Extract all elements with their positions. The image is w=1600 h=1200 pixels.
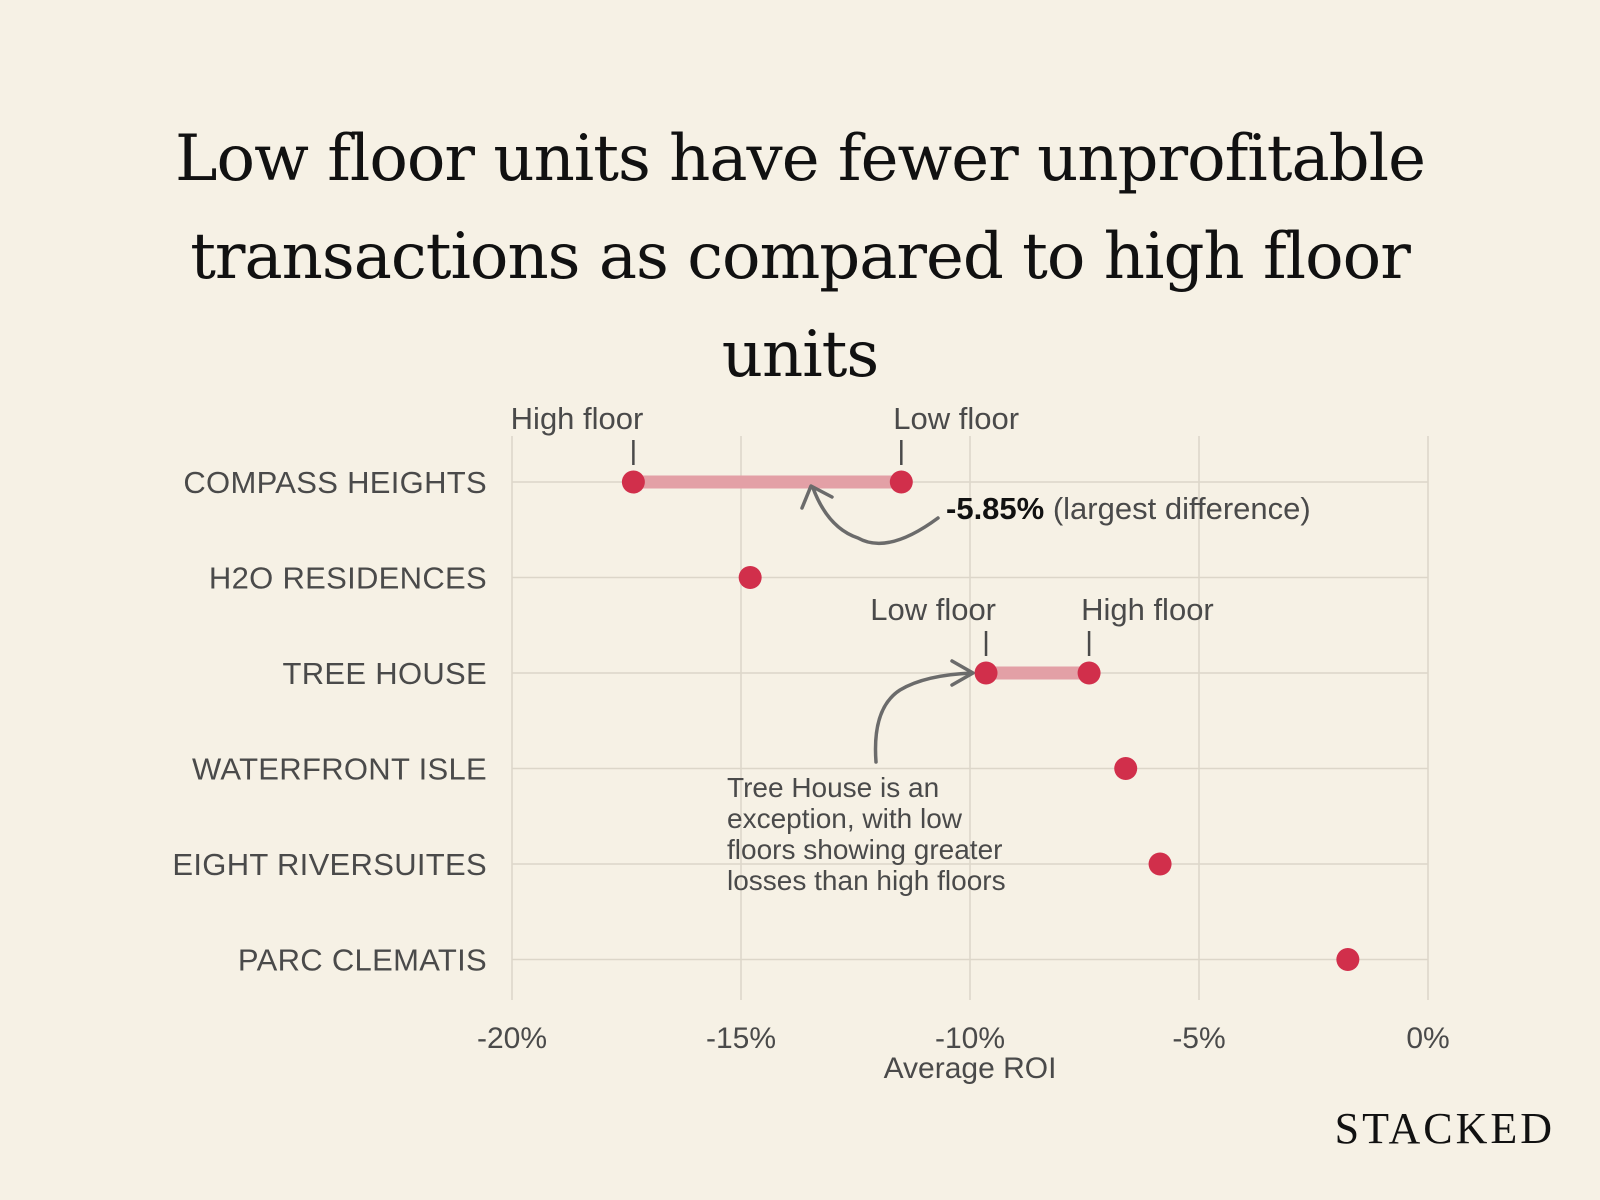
exception-note-line: losses than high floors [727,865,1006,896]
x-tick-label: 0% [1406,1022,1449,1055]
point-label: Low floor [870,592,996,627]
data-point [974,661,998,685]
category-label: TREE HOUSE [282,656,487,691]
exception-note-line: Tree House is an [727,772,939,803]
point-label: High floor [511,401,644,436]
category-label: COMPASS HEIGHTS [183,465,487,500]
category-label: WATERFRONT ISLE [192,752,487,787]
arrow-head [950,659,975,687]
data-point [1077,661,1101,685]
connector-bars [633,475,1090,680]
difference-value: -5.85% [946,491,1044,526]
point-label: High floor [1081,592,1214,627]
category-label: H2O RESIDENCES [209,561,487,596]
chart-title: Low floor units have fewer unprofitable … [175,122,1426,392]
x-tick-label: -15% [706,1022,776,1055]
brand-logo: STACKED [1335,1104,1555,1153]
difference-callout: -5.85% (largest difference) [946,491,1311,526]
data-point [738,566,762,589]
data-point [889,470,913,494]
data-point [1336,948,1360,971]
data-points [621,470,1360,971]
exception-note-line: floors showing greater [727,834,1002,865]
point-labels: High floor Low floor Low floor High floor [511,401,1214,656]
data-point [1148,852,1172,876]
arrow-head [800,484,834,510]
curved-arrow [873,671,974,764]
title-line: Low floor units have fewer unprofitable [175,122,1425,196]
tree-house-annotation: Tree House is an exception, with low flo… [727,659,1006,896]
x-tick-label: -10% [935,1022,1005,1055]
x-tick-label: -5% [1172,1022,1225,1055]
data-point [621,470,645,494]
x-axis-title: Average ROI [884,1052,1057,1085]
data-point [1114,757,1138,780]
largest-difference-annotation: -5.85% (largest difference) [800,484,1311,546]
category-label: PARC CLEMATIS [238,943,487,978]
title-line: transactions as compared to high floor [190,220,1411,294]
category-labels: COMPASS HEIGHTS H2O RESIDENCES TREE HOUSE W… [172,465,487,978]
exception-note-line: exception, with low [727,803,963,834]
x-tick-label: -20% [477,1022,547,1055]
x-tick-labels: -20% -15% -10% -5% 0% [477,1022,1450,1055]
title-line: units [722,318,878,392]
difference-note: (largest difference) [1044,491,1311,526]
curved-arrow [811,486,940,546]
point-label: Low floor [893,401,1019,436]
category-label: EIGHT RIVERSUITES [172,847,487,882]
